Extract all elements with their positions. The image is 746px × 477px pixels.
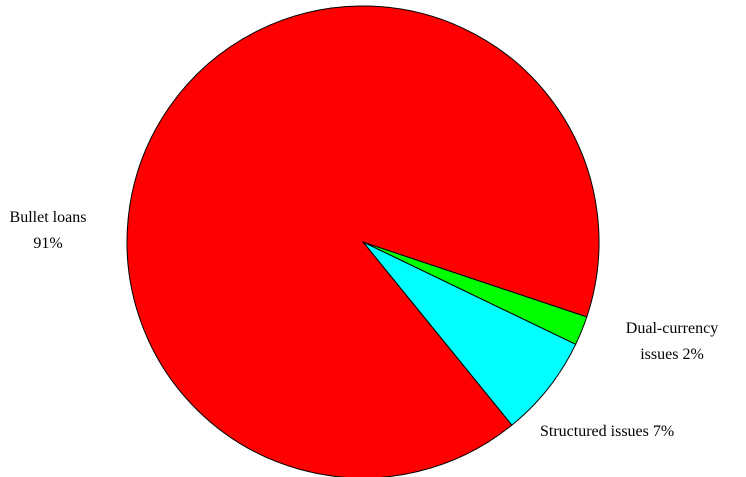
slice-label: Dual-currency issues 2% [607,316,737,368]
pie-slice [362,241,577,426]
category-name: Dual-currency issues [625,320,719,363]
category-name: Bullet loans [9,209,87,226]
slice-label: Structured issues 7% [540,419,740,445]
value-label: 7% [652,423,675,440]
category-name: Structured issues [540,423,649,440]
slice-label: Bullet loans 91% [0,205,96,257]
pie-slice [126,5,600,477]
value-label: 2% [682,346,704,363]
value-label: 91% [33,235,63,252]
